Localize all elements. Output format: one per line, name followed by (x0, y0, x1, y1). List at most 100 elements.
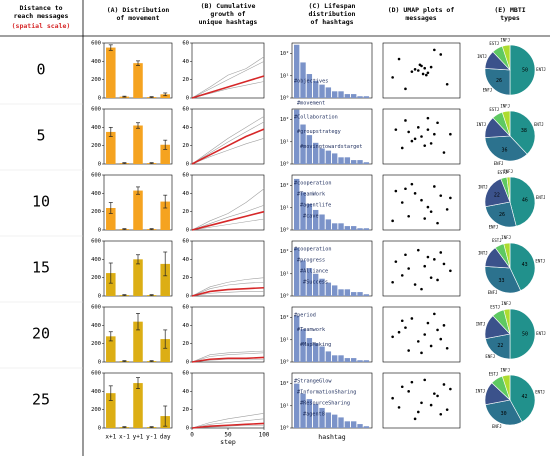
run-line (191, 218, 265, 231)
point (426, 128, 430, 131)
panel-title: (E) MBTI (494, 6, 525, 14)
y-tick-label: 10² (280, 315, 289, 321)
point (400, 319, 404, 323)
point (436, 328, 439, 332)
slice-value: 30 (501, 411, 507, 417)
point (436, 121, 439, 125)
y-tick-label: 0 (186, 96, 189, 102)
bar (319, 84, 325, 98)
y-tick-label: 60 (182, 41, 189, 47)
y-tick-label: 10⁰ (280, 96, 289, 102)
bar (133, 383, 143, 428)
point (442, 151, 446, 154)
y-tick-label: 200 (91, 407, 101, 413)
point (425, 73, 428, 77)
slice-value: 26 (499, 212, 505, 218)
point (410, 317, 414, 320)
bar (344, 94, 351, 98)
point (423, 217, 427, 220)
point (404, 253, 407, 257)
bar (363, 426, 370, 428)
slice-label: ENFJ (492, 424, 502, 429)
run-line (191, 121, 265, 165)
slice-label: ENFJ (485, 354, 495, 359)
slice-label: ENTJ (536, 195, 546, 200)
x-axis-label: hashtag (318, 433, 345, 441)
bar (319, 214, 325, 230)
bar (319, 148, 325, 164)
bar (363, 228, 370, 230)
row-label: 5 (36, 127, 45, 145)
panel-title: of movement (116, 14, 159, 22)
point (391, 76, 394, 79)
hashtag-label: #Success (303, 280, 328, 286)
bar (306, 268, 313, 296)
row-label: 10 (32, 193, 50, 211)
pie-slice (509, 110, 536, 155)
point (391, 280, 394, 284)
bar (332, 414, 338, 428)
y-tick-label: 400 (91, 59, 101, 65)
run-line (191, 138, 265, 165)
plot-frame (191, 306, 265, 363)
hashtag-label: #objectives (294, 79, 328, 85)
y-tick-label: 600 (91, 239, 101, 245)
point (420, 135, 423, 138)
hashtag-label: #Alliance (300, 269, 328, 275)
bar (325, 219, 332, 230)
bar (313, 209, 319, 230)
x-tick-label: 50 (224, 432, 232, 439)
y-tick-label: 10⁰ (280, 162, 289, 168)
y-tick-label: 0 (98, 360, 101, 366)
point (436, 394, 439, 398)
x-tick-label: y+1 (133, 434, 144, 441)
point (423, 264, 427, 268)
point (426, 321, 430, 325)
point (429, 344, 433, 348)
y-tick-label: 0 (186, 162, 189, 168)
point (439, 412, 443, 416)
slice-label: INFJ (500, 367, 510, 372)
x-tick-label: 100 (259, 432, 270, 439)
point (442, 324, 446, 327)
slice-label: INTJ (478, 251, 488, 256)
bar (332, 223, 338, 230)
point (429, 142, 433, 145)
y-tick-label: 10⁰ (280, 228, 289, 234)
point (439, 251, 443, 254)
point (449, 132, 452, 136)
bar (133, 259, 143, 296)
pie-slice (485, 399, 523, 426)
y-tick-label: 20 (182, 275, 189, 281)
point (445, 82, 449, 86)
point (394, 128, 398, 131)
point (423, 333, 427, 336)
y-tick-label: 200 (91, 275, 101, 281)
point (449, 196, 452, 200)
bar (300, 329, 306, 362)
row-label: 15 (32, 259, 50, 277)
bar (160, 339, 170, 362)
slice-label: ENTJ (534, 122, 544, 127)
point (410, 139, 414, 143)
point (421, 72, 425, 76)
y-tick-label: 10¹ (280, 73, 289, 79)
bar (106, 208, 116, 230)
bar (363, 294, 370, 296)
x-axis-label: step (220, 438, 236, 446)
point (449, 269, 452, 273)
point (442, 383, 446, 386)
hashtag-label: #TeamWork (297, 192, 326, 198)
point (410, 380, 414, 384)
bar (106, 393, 116, 428)
y-tick-label: 200 (91, 77, 101, 83)
y-tick-label: 40 (182, 125, 189, 131)
slice-label: INFJ (501, 235, 511, 240)
hashtag-label: #movingtowardstarget (300, 144, 362, 150)
point (439, 53, 443, 56)
run-line (191, 352, 265, 363)
bar (357, 96, 363, 98)
point (394, 260, 398, 263)
point (433, 185, 436, 188)
y-tick-label: 0 (186, 228, 189, 234)
